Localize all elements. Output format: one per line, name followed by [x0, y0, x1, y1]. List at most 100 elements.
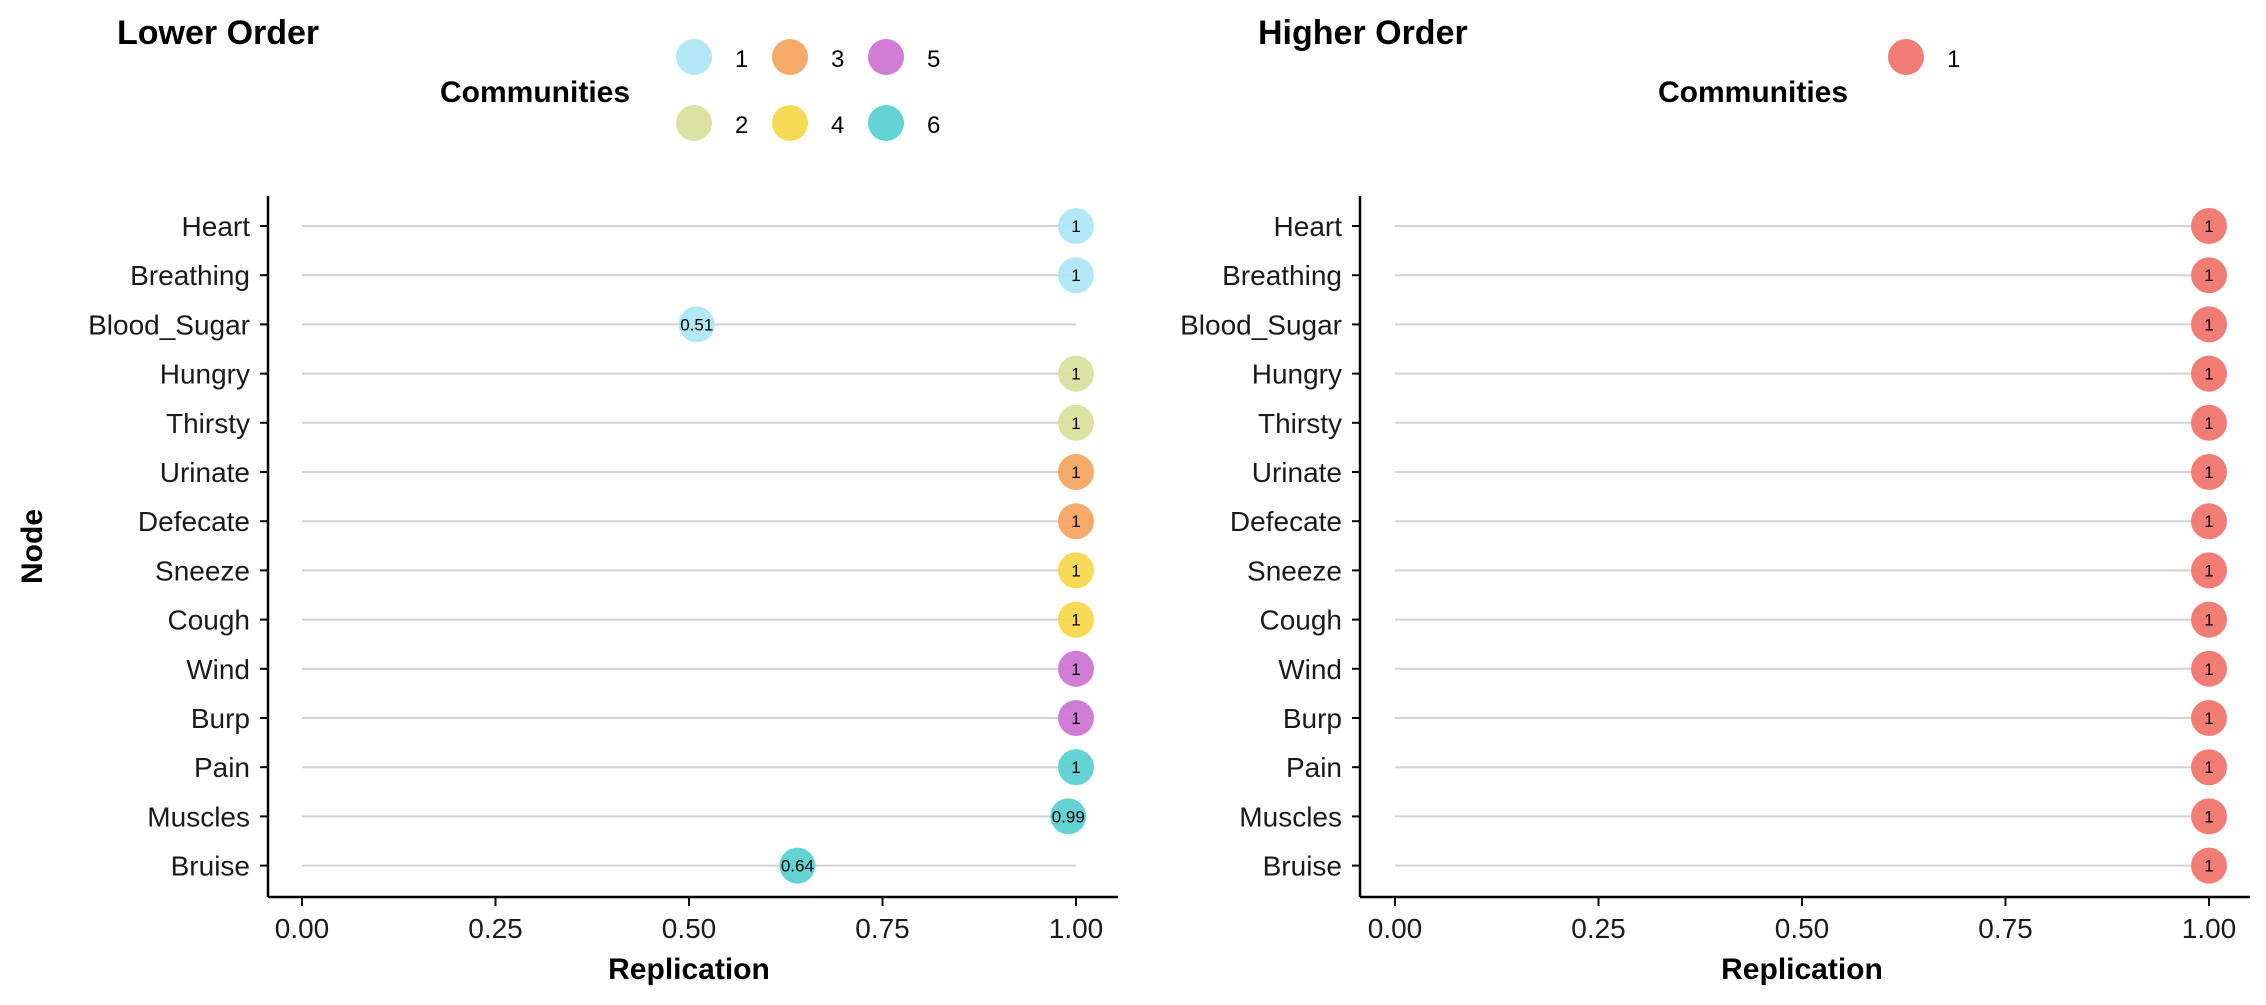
- data-point: 1: [2191, 798, 2227, 835]
- point-marker: [1058, 503, 1094, 540]
- data-point: 1: [2191, 306, 2227, 343]
- data-point: 1: [1058, 601, 1094, 638]
- point-value-label: 1: [2204, 365, 2213, 384]
- legend-item: 3: [772, 39, 844, 75]
- x-tick-label: 0.00: [275, 913, 330, 944]
- point-marker: [2191, 503, 2227, 540]
- point-marker: [1058, 700, 1094, 736]
- data-point: 1: [1058, 650, 1094, 687]
- y-tick-label: Thirsty: [1258, 408, 1342, 439]
- y-tick-label: Blood_Sugar: [1180, 309, 1342, 340]
- legend-key-circle: [676, 39, 712, 75]
- legend-label: 1: [735, 46, 748, 73]
- y-tick-label: Urinate: [1252, 457, 1342, 488]
- point-marker: [1058, 404, 1094, 441]
- point-value-label: 1: [2204, 315, 2213, 334]
- point-marker: [2191, 355, 2227, 392]
- chart-title: Higher Order: [1258, 14, 1468, 52]
- data-point: 1: [1058, 208, 1094, 244]
- data-point: 1: [2191, 650, 2227, 687]
- data-point: 0.99: [1050, 798, 1087, 835]
- data-point: 1: [1058, 404, 1094, 441]
- x-tick-label: 0.00: [1368, 913, 1423, 944]
- legend-key-circle: [1888, 39, 1924, 75]
- data-point: 1: [1058, 355, 1094, 392]
- y-axis-label: Node: [16, 509, 49, 584]
- point-marker: [1050, 798, 1087, 835]
- point-value-label: 1: [1071, 758, 1080, 777]
- data-point: 1: [1058, 749, 1094, 786]
- x-axis-label: Replication: [1721, 953, 1883, 986]
- data-point: 0.51: [678, 306, 715, 343]
- y-tick-label: Defecate: [138, 506, 250, 537]
- data-point: 1: [2191, 257, 2227, 294]
- point-value-label: 1: [2204, 709, 2213, 728]
- data-point: 0.64: [779, 847, 816, 884]
- x-tick-label: 0.25: [1571, 913, 1626, 944]
- y-tick-label: Pain: [194, 752, 250, 783]
- x-tick-label: 0.50: [1775, 913, 1830, 944]
- data-point: 1: [1058, 700, 1094, 736]
- x-tick-label: 0.75: [855, 913, 910, 944]
- legend-item: 1: [676, 39, 748, 75]
- point-marker: [2191, 798, 2227, 835]
- y-tick-label: Wind: [186, 654, 250, 685]
- y-tick-label: Bruise: [1263, 851, 1342, 882]
- point-value-label: 1: [1071, 414, 1080, 433]
- point-value-label: 1: [1071, 561, 1080, 580]
- point-marker: [2191, 847, 2227, 884]
- y-tick-label: Burp: [191, 703, 250, 734]
- legend-key-circle: [676, 105, 712, 141]
- x-tick-label: 0.50: [662, 913, 717, 944]
- data-point: 1: [2191, 700, 2227, 736]
- point-marker: [1058, 552, 1094, 589]
- point-value-label: 1: [2204, 807, 2213, 826]
- legend-label: 5: [927, 46, 940, 73]
- data-point: 1: [1058, 552, 1094, 589]
- point-marker: [2191, 601, 2227, 638]
- x-tick-label: 0.25: [468, 913, 523, 944]
- legend-item: 6: [868, 105, 940, 141]
- point-value-label: 1: [2204, 266, 2213, 285]
- y-tick-label: Wind: [1278, 654, 1342, 685]
- point-value-label: 1: [2204, 857, 2213, 876]
- legend-title: Communities: [1658, 76, 1848, 109]
- legend-key-circle: [868, 39, 904, 75]
- point-marker: [2191, 306, 2227, 343]
- y-tick-label: Burp: [1283, 703, 1342, 734]
- y-tick-label: Blood_Sugar: [88, 309, 250, 340]
- data-point: 1: [1058, 257, 1094, 294]
- point-marker: [678, 306, 715, 343]
- point-marker: [2191, 257, 2227, 294]
- y-tick-label: Heart: [182, 211, 251, 242]
- x-tick-label: 1.00: [2182, 913, 2237, 944]
- point-marker: [2191, 552, 2227, 589]
- legend-title: Communities: [440, 76, 630, 109]
- legend-key-circle: [772, 39, 808, 75]
- data-point: 1: [2191, 404, 2227, 441]
- point-value-label: 1: [2204, 660, 2213, 679]
- y-tick-label: Sneeze: [155, 555, 250, 586]
- point-marker: [1058, 749, 1094, 786]
- point-value-label: 1: [2204, 758, 2213, 777]
- point-marker: [1058, 454, 1094, 490]
- legend: Communities 1 2 3 4 5 6: [440, 39, 940, 141]
- legend-item: 1: [1888, 39, 1960, 75]
- point-marker: [1058, 601, 1094, 638]
- point-marker: [2191, 404, 2227, 441]
- point-value-label: 1: [2204, 414, 2213, 433]
- legend-label: 3: [831, 46, 844, 73]
- legend-label: 6: [927, 112, 940, 139]
- point-value-label: 1: [2204, 463, 2213, 482]
- x-tick-label: 1.00: [1049, 913, 1104, 944]
- y-tick-label: Heart: [1274, 211, 1343, 242]
- point-value-label: 1: [2204, 611, 2213, 630]
- y-tick-label: Thirsty: [166, 408, 250, 439]
- y-tick-label: Urinate: [160, 457, 250, 488]
- y-tick-label: Muscles: [147, 801, 250, 832]
- legend: Communities 1: [1658, 39, 1960, 109]
- legend-label: 2: [735, 112, 748, 139]
- point-marker: [2191, 454, 2227, 490]
- data-point: 1: [2191, 208, 2227, 244]
